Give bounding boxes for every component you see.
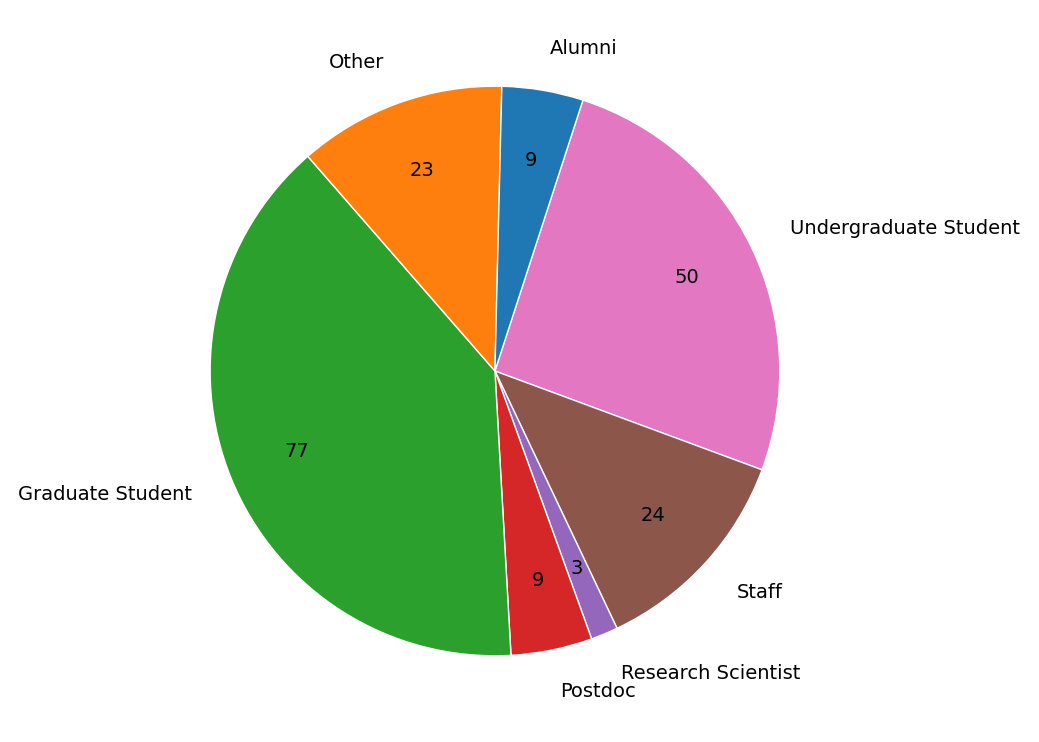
Text: 77: 77: [285, 442, 310, 461]
Text: Staff: Staff: [737, 582, 782, 602]
Text: Alumni: Alumni: [550, 39, 618, 58]
Wedge shape: [495, 86, 583, 371]
Text: 50: 50: [674, 269, 699, 287]
Text: 23: 23: [410, 160, 434, 180]
Text: Research Scientist: Research Scientist: [621, 664, 800, 683]
Wedge shape: [495, 371, 617, 639]
Text: 9: 9: [532, 571, 543, 590]
Wedge shape: [495, 371, 762, 628]
Wedge shape: [308, 86, 502, 371]
Text: 24: 24: [640, 506, 665, 525]
Text: 9: 9: [525, 151, 537, 170]
Text: Graduate Student: Graduate Student: [18, 485, 191, 504]
Wedge shape: [210, 157, 511, 656]
Text: Postdoc: Postdoc: [560, 683, 636, 701]
Text: 3: 3: [570, 559, 583, 578]
Text: Other: Other: [328, 53, 383, 73]
Text: Undergraduate Student: Undergraduate Student: [790, 219, 1019, 237]
Wedge shape: [495, 371, 591, 655]
Wedge shape: [495, 100, 779, 470]
